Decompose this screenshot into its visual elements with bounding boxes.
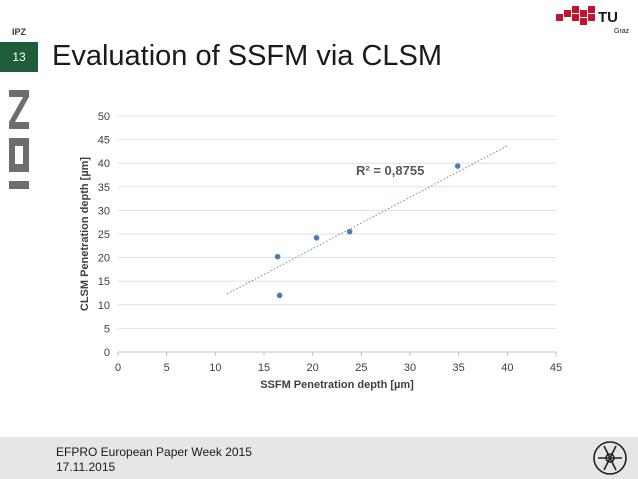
crest-icon <box>593 441 627 475</box>
logo-graz-text: Graz <box>614 28 630 35</box>
slide-number: 13 <box>12 50 26 64</box>
y-tick-label: 25 <box>98 229 110 241</box>
slide-number-box <box>0 42 38 72</box>
data-point <box>274 253 281 260</box>
x-tick-label: 30 <box>404 362 416 374</box>
x-tick-label: 10 <box>209 362 221 374</box>
x-tick-label: 25 <box>355 362 367 374</box>
x-axis-title: SSFM Penetration depth [µm] <box>260 379 414 391</box>
footer-event: EFPRO European Paper Week 2015 <box>56 445 252 459</box>
footer-date: 17.11.2015 <box>56 460 116 474</box>
y-tick-label: 10 <box>98 300 110 312</box>
y-tick-label: 35 <box>98 182 110 194</box>
y-tick-label: 5 <box>104 323 110 335</box>
y-tick-label: 30 <box>98 205 110 217</box>
data-point <box>454 163 461 169</box>
ipz-vertical-logo-icon <box>9 90 29 189</box>
y-tick-label: 45 <box>98 135 110 147</box>
y-tick-label: 40 <box>98 158 110 170</box>
trendline-r2-label: R² = 0,8755 <box>356 163 424 178</box>
page-title: Evaluation of SSFM via CLSM <box>52 40 443 72</box>
x-tick-label: 20 <box>307 362 319 374</box>
ipz-small-logo: IPZ <box>11 27 26 37</box>
y-tick-label: 20 <box>98 253 110 265</box>
x-tick-label: 5 <box>164 362 170 374</box>
y-tick-label: 50 <box>98 111 110 123</box>
logo-tu-text: TU <box>598 9 618 26</box>
data-point <box>276 292 283 299</box>
sidebar: IPZ 13 <box>0 0 38 210</box>
trendline <box>226 144 509 295</box>
x-tick-label: 15 <box>258 362 270 374</box>
y-axis-title: CLSM Penetration depth [µm] <box>79 157 91 312</box>
data-point <box>346 228 353 235</box>
y-tick-label: 15 <box>98 276 110 288</box>
x-tick-label: 0 <box>115 362 121 374</box>
x-tick-label: 35 <box>453 362 465 374</box>
x-tick-label: 45 <box>550 362 562 374</box>
footer-bar <box>0 437 638 479</box>
x-tick-label: 40 <box>501 362 513 374</box>
tu-graz-logo: TU Graz <box>556 6 630 35</box>
data-point <box>313 234 320 241</box>
y-tick-label: 0 <box>104 347 110 359</box>
